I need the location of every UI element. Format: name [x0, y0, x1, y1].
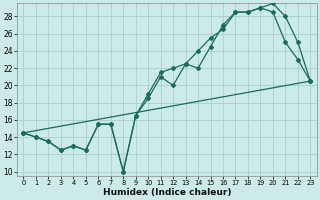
X-axis label: Humidex (Indice chaleur): Humidex (Indice chaleur): [103, 188, 231, 197]
